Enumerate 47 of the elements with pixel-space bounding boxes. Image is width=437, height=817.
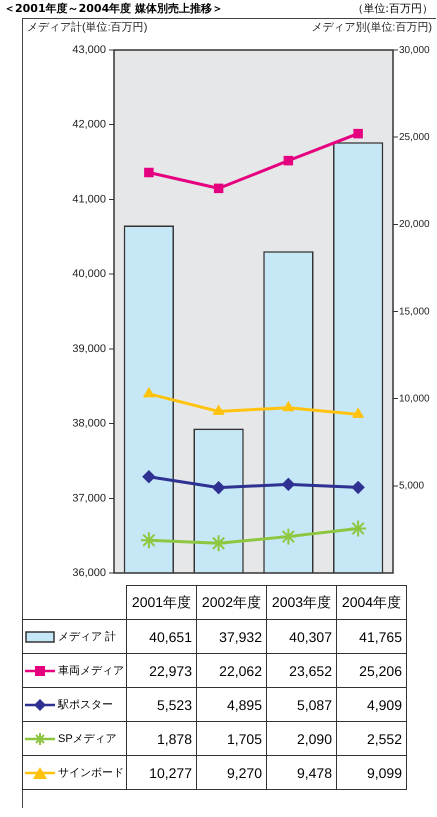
x-tick-label: 2002年度 bbox=[196, 586, 266, 620]
x-tick-label: 2004年度 bbox=[336, 586, 406, 620]
data-label: 37,932 bbox=[196, 620, 266, 654]
y2-tick-label: 15,000 bbox=[399, 306, 430, 318]
data-label: 9,099 bbox=[336, 756, 406, 790]
chart-subtitle: （単位:百万円） bbox=[352, 1, 433, 16]
y2-tick-label: 10,000 bbox=[399, 393, 430, 404]
y-tick-label: 41,000 bbox=[72, 193, 106, 206]
y-axis-title: メディア計(単位:百万円) bbox=[27, 20, 148, 34]
chart-title: ＜2001年度～2004年度 媒体別売上推移＞ bbox=[4, 1, 224, 16]
y2-tick-label: 5,000 bbox=[399, 480, 424, 492]
data-label: 4,909 bbox=[336, 688, 406, 722]
data-label: 5,523 bbox=[126, 688, 196, 722]
data-label: 9,270 bbox=[196, 756, 266, 790]
y2-tick-label: 20,000 bbox=[399, 219, 430, 230]
data-label: 41,765 bbox=[336, 620, 406, 654]
data-label: 1,705 bbox=[196, 722, 266, 756]
data-label: 4,895 bbox=[196, 688, 266, 722]
y2-tick-label: 25,000 bbox=[399, 132, 430, 143]
data-label: 1,878 bbox=[126, 722, 196, 756]
data-label: 5,087 bbox=[266, 688, 336, 722]
data-label: 40,307 bbox=[266, 620, 336, 654]
legend-label: 駅ポスター bbox=[22, 688, 126, 722]
y-tick-label: 42,000 bbox=[72, 118, 106, 131]
y-tick-label: 43,000 bbox=[72, 44, 106, 56]
x-tick-label: 2003年度 bbox=[266, 586, 336, 620]
y-tick-label: 40,000 bbox=[72, 268, 106, 280]
data-label: 22,973 bbox=[126, 654, 196, 688]
legend-label: サインボード bbox=[22, 756, 126, 790]
data-label: 40,651 bbox=[126, 620, 196, 654]
y2-axis-title: メディア別(単位:百万円) bbox=[312, 22, 432, 34]
x-tick-label: 2001年度 bbox=[126, 586, 196, 620]
data-label: 2,552 bbox=[336, 722, 406, 756]
data-label: 2,090 bbox=[266, 722, 336, 756]
data-label: 10,277 bbox=[126, 756, 196, 790]
data-label: 23,652 bbox=[266, 654, 336, 688]
y-tick-label: 39,000 bbox=[72, 342, 106, 355]
legend-label: メディア 計 bbox=[22, 620, 126, 654]
y-tick-label: 36,000 bbox=[72, 567, 106, 580]
data-label: 25,206 bbox=[336, 654, 406, 688]
data-label: 22,062 bbox=[196, 654, 266, 688]
legend-label: 車両メディア bbox=[22, 654, 126, 688]
data-label: 9,478 bbox=[266, 756, 336, 790]
y-tick-label: 38,000 bbox=[72, 418, 106, 430]
y2-tick-label: 30,000 bbox=[399, 44, 430, 56]
y-tick-label: 37,000 bbox=[72, 492, 106, 504]
legend-label: SPメディア bbox=[22, 722, 126, 756]
